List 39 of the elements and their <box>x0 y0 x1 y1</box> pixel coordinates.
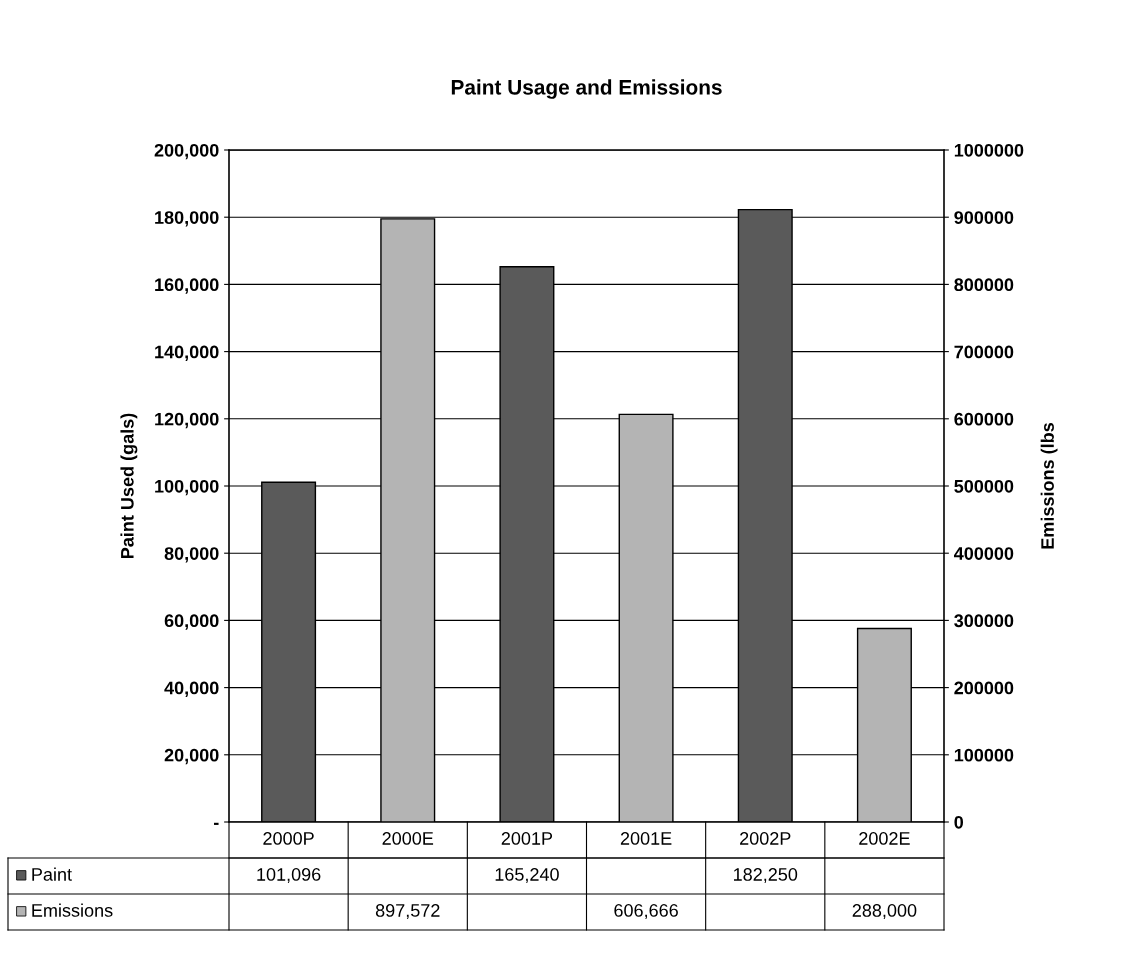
y2-tick-label: 400000 <box>954 547 1014 560</box>
data-label: 182,250 <box>734 868 798 883</box>
y2-tick-label: 800000 <box>954 278 1014 292</box>
y2-tick-label: 300000 <box>954 614 1014 628</box>
y-tick-label: 80,000 <box>164 547 219 563</box>
x-tick-label: 2002P <box>740 832 791 845</box>
y2-tick-label: 1000000 <box>954 143 1024 157</box>
y2-tick-label: 0 <box>954 815 964 829</box>
y-tick-label: 160,000 <box>155 278 219 294</box>
y-tick-label: 200,000 <box>154 143 219 160</box>
x-tick-label: 2000E <box>382 832 434 845</box>
y2-tick-label: 600000 <box>954 412 1014 426</box>
y2-tick-label: 500000 <box>954 479 1014 493</box>
x-tick-label: 2002E <box>859 832 910 845</box>
y-tick-label: 140,000 <box>155 345 219 361</box>
y-tick-label: 20,000 <box>164 748 219 765</box>
y2-axis-title: Emissions (lbs <box>1040 423 1058 549</box>
y-tick-label: - <box>213 822 219 825</box>
y2-tick-label: 200000 <box>954 681 1014 695</box>
y-tick-label: 40,000 <box>164 681 219 697</box>
y-tick-label: 100,000 <box>155 479 219 496</box>
legend-label: Emissions <box>32 903 113 917</box>
data-label: 165,240 <box>495 868 559 883</box>
x-tick-label: 2001P <box>501 832 553 845</box>
x-tick-label: 2001E <box>620 832 672 845</box>
legend-label: Paint <box>32 867 72 881</box>
data-label: 606,666 <box>614 904 678 919</box>
y2-tick-label: 900000 <box>954 211 1014 224</box>
x-tick-label: 2000P <box>263 832 314 845</box>
chart-title: Paint Usage and Emissions <box>451 79 722 99</box>
y-axis-title: Paint Used (gals) <box>120 413 138 559</box>
y-tick-label: 180,000 <box>155 211 219 227</box>
data-label: 897,572 <box>375 904 440 919</box>
y2-tick-label: 100000 <box>954 748 1014 762</box>
y-tick-label: 60,000 <box>164 614 219 630</box>
y-tick-label: 120,000 <box>155 412 219 429</box>
y2-tick-label: 700000 <box>954 345 1014 359</box>
data-label: 288,000 <box>852 904 917 919</box>
data-label: 101,096 <box>257 868 321 883</box>
